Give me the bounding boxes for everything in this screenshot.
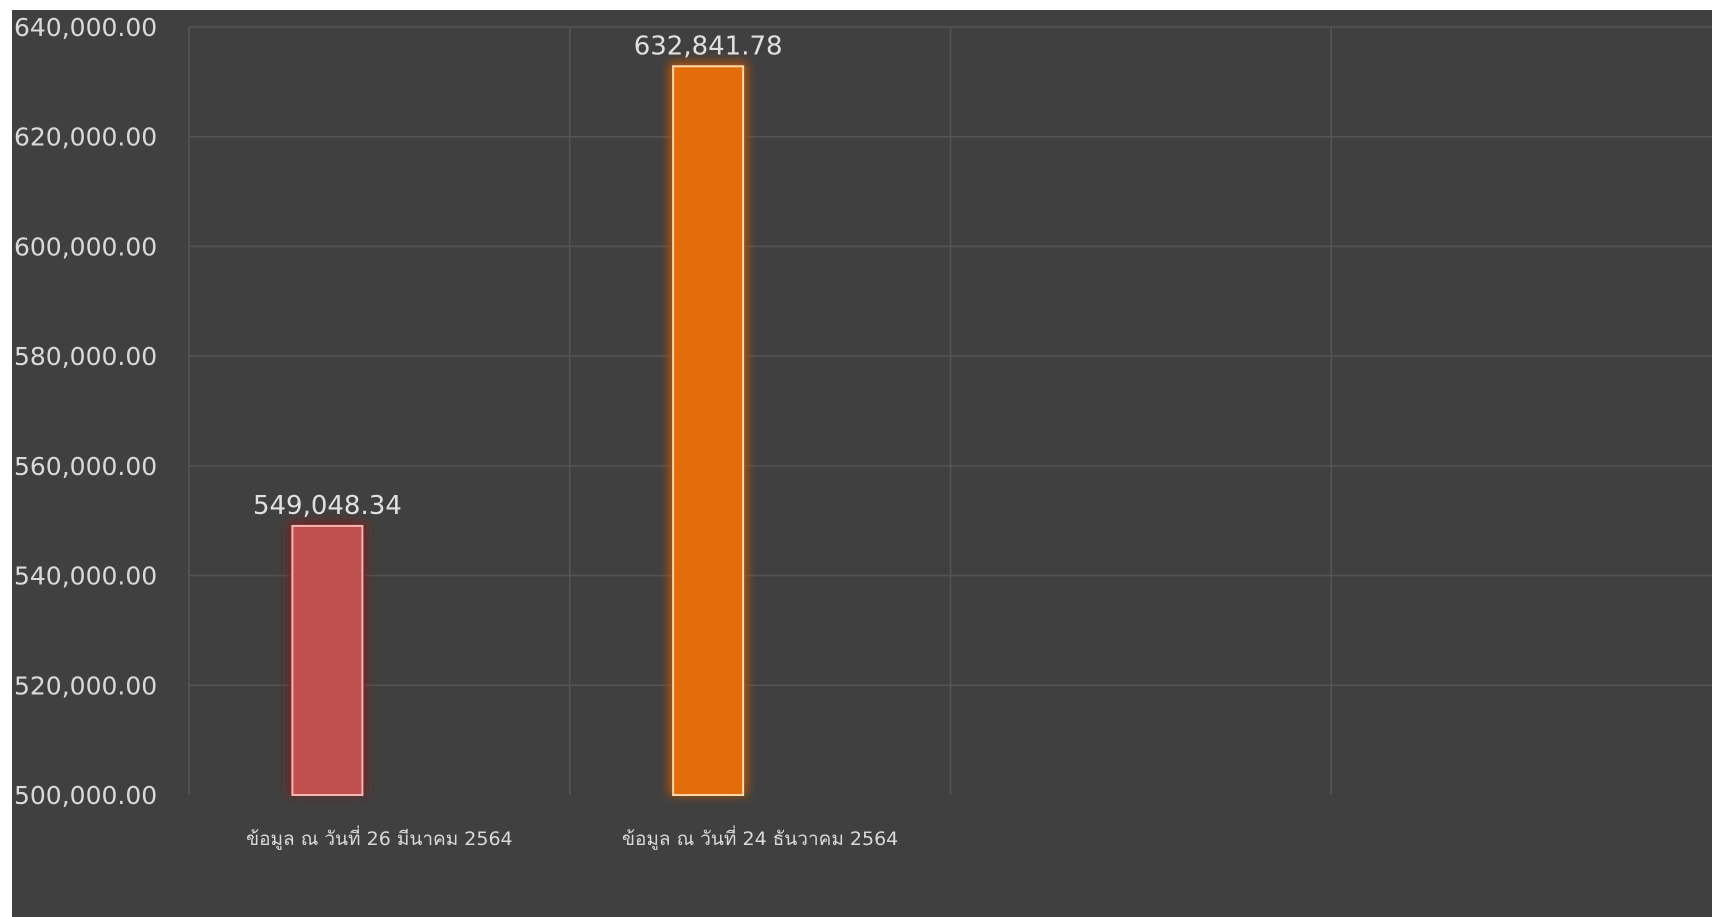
y-tick-label: 600,000.00 — [14, 232, 157, 261]
x-tick-label: ข้อมูล ณ วันที่ 26 มีนาคม 2564 — [246, 825, 513, 850]
y-tick-label: 520,000.00 — [14, 671, 157, 700]
bars — [288, 62, 748, 797]
y-axis: 500,000.00 520,000.00 540,000.00 560,000.00… — [14, 13, 157, 810]
y-tick-label: 620,000.00 — [14, 123, 157, 152]
data-label: 632,841.78 — [634, 31, 783, 61]
data-labels: 549,048.34 632,841.78 — [253, 31, 783, 521]
bar — [672, 65, 745, 797]
bar — [291, 524, 364, 796]
x-tick-label: ข้อมูล ณ วันที่ 24 ธันวาคม 2564 — [622, 825, 898, 850]
y-tick-label: 640,000.00 — [14, 13, 157, 42]
data-label: 549,048.34 — [253, 491, 402, 521]
x-axis: ข้อมูล ณ วันที่ 26 มีนาคม 2564 ข้อมูล ณ ว… — [246, 825, 898, 850]
y-tick-label: 560,000.00 — [14, 452, 157, 481]
y-tick-label: 580,000.00 — [14, 342, 157, 371]
gridlines — [188, 26, 1712, 795]
y-tick-label: 500,000.00 — [14, 781, 157, 810]
y-tick-label: 540,000.00 — [14, 562, 157, 591]
